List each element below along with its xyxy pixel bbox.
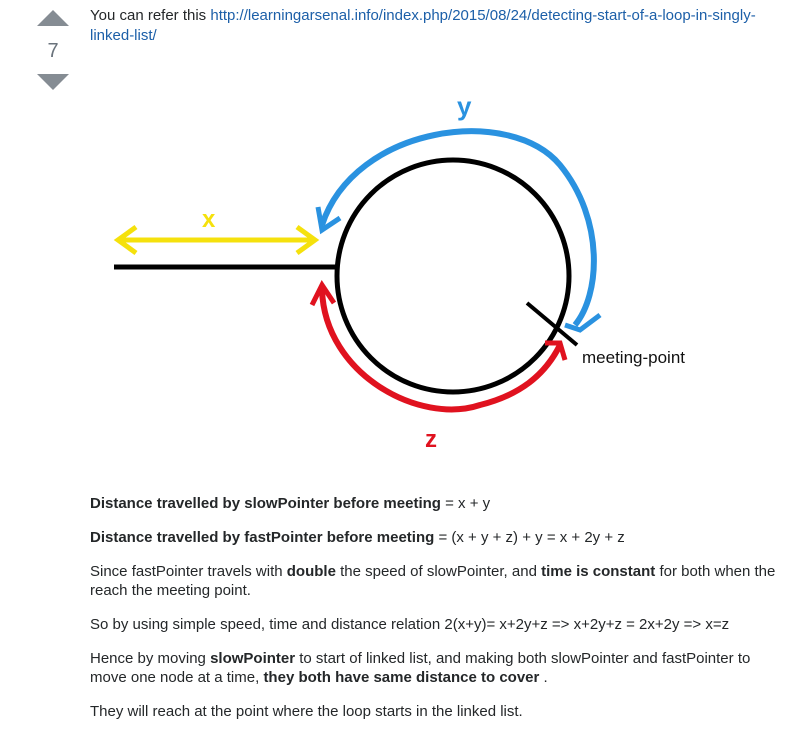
label-y: y: [457, 91, 472, 121]
label-z: z: [425, 426, 437, 453]
explanation: Distance travelled by slowPointer before…: [90, 494, 780, 736]
hence-text-e: .: [539, 669, 548, 686]
speed-bold-time: time is constant: [541, 563, 656, 580]
paragraph-conclusion: They will reach at the point where the l…: [90, 703, 523, 720]
y-arc: [315, 128, 602, 333]
upvote-arrow-icon[interactable]: [37, 10, 69, 26]
speed-bold-double: double: [286, 563, 336, 580]
z-arc: [309, 280, 568, 413]
intro-prefix: You can refer this: [90, 7, 211, 24]
paragraph-speed: Since fastPointer travels with double th…: [90, 562, 780, 600]
paragraph-fast-distance: Distance travelled by fastPointer before…: [90, 528, 780, 547]
speed-text-e: for both when the reach the meeting poin…: [90, 563, 776, 599]
meeting-point-tick: [525, 301, 579, 347]
paragraph-hence: Hence by moving slowPointer to start of …: [90, 649, 780, 687]
hence-text-c: to start of linked list, and making both…: [90, 650, 751, 686]
label-x: x: [202, 206, 216, 233]
loop-circle: [334, 157, 572, 395]
downvote-arrow-icon[interactable]: [37, 74, 69, 90]
meeting-point-label: meeting-point: [582, 348, 685, 367]
fast-distance-label: Distance travelled by fastPointer before…: [90, 529, 435, 546]
fast-distance-value: = (x + y + z) + y = x + 2y + z: [434, 529, 625, 546]
paragraph-relation: So by using simple speed, time and dista…: [90, 616, 730, 633]
x-arrow: [113, 224, 320, 256]
slow-distance-value: = x + y: [440, 495, 491, 512]
speed-text-a: Since fastPointer travels with: [90, 563, 287, 580]
slow-distance-label: Distance travelled by slowPointer before…: [90, 495, 441, 512]
paragraph-slow-distance: Distance travelled by slowPointer before…: [90, 494, 780, 513]
vote-column: 7: [36, 10, 70, 90]
hence-text-a: Hence by moving: [90, 650, 211, 667]
hence-bold-slow: slowPointer: [210, 650, 296, 667]
vote-count: 7: [47, 40, 59, 62]
reference-link[interactable]: http://learningarsenal.info/index.php/20…: [90, 7, 756, 44]
linked-list-loop-diagram: x y z meeting-point: [113, 91, 685, 453]
speed-text-c: the speed of slowPointer, and: [335, 563, 542, 580]
intro-text: You can refer this http://learningarsena…: [90, 6, 770, 46]
hence-bold-same: they both have same distance to cover: [263, 669, 540, 686]
